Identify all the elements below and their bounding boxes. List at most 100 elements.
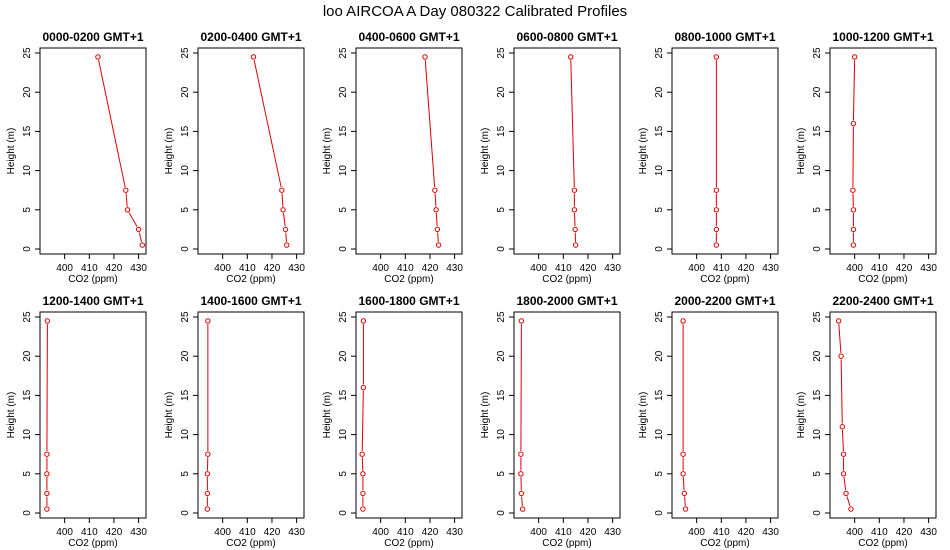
profile-point xyxy=(435,242,442,248)
x-tick-label: 420 xyxy=(264,263,281,274)
y-tick-label: 20 xyxy=(812,86,823,98)
profile-point xyxy=(713,54,720,60)
profile-point xyxy=(713,187,720,193)
plot-frame xyxy=(671,311,779,519)
x-tick-label: 420 xyxy=(738,263,755,274)
y-axis-label: Height (m) xyxy=(322,128,333,175)
x-tick-label: 410 xyxy=(239,527,256,538)
profile-point xyxy=(571,207,578,213)
profile-point xyxy=(434,226,441,233)
y-tick-label: 15 xyxy=(180,125,191,137)
plot-frame xyxy=(355,311,463,519)
y-tick-label: 5 xyxy=(180,471,191,477)
x-tick-label: 430 xyxy=(604,527,621,538)
profile-point xyxy=(850,120,857,127)
x-tick-label: 420 xyxy=(264,527,281,538)
profile-point xyxy=(518,318,525,324)
y-tick-label: 20 xyxy=(22,86,33,98)
x-tick-label: 400 xyxy=(214,527,231,538)
profile-line-segment xyxy=(125,193,128,207)
profile-point xyxy=(848,506,854,512)
profile-line-segment xyxy=(253,59,282,188)
y-tick-label: 25 xyxy=(338,311,349,323)
x-tick-label: 430 xyxy=(920,527,937,538)
x-tick-label: 410 xyxy=(713,263,730,274)
profile-line-segment xyxy=(838,324,842,354)
profile-point xyxy=(250,54,257,60)
profile-point xyxy=(205,318,211,324)
x-tick-label: 430 xyxy=(920,263,937,274)
y-tick-label: 25 xyxy=(338,47,349,59)
profile-point xyxy=(519,506,526,512)
panel-title: 1200-1400 GMT+1 xyxy=(42,294,143,308)
profile-point xyxy=(360,506,366,512)
y-tick-label: 10 xyxy=(180,165,191,177)
y-tick-label: 25 xyxy=(654,47,665,59)
x-tick-label: 420 xyxy=(738,527,755,538)
profile-panel-2: 0200-0400 GMT+1 0 5 10 15 20 25 400 410 420 430 CO2… xyxy=(164,30,305,285)
profile-line-segment xyxy=(570,60,575,188)
profile-point xyxy=(44,451,50,457)
profile-panel-1: 0000-0200 GMT+1 0 5 10 15 20 25 400 410 420 430 CO2… xyxy=(6,30,147,285)
profile-line-segment xyxy=(682,476,685,491)
x-axis-label: CO2 (ppm) xyxy=(68,274,117,285)
x-tick-label: 410 xyxy=(713,527,730,538)
y-tick-label: 0 xyxy=(338,510,349,516)
x-tick-label: 410 xyxy=(81,527,98,538)
y-tick-label: 10 xyxy=(180,429,191,441)
profile-point xyxy=(432,187,438,193)
y-tick-label: 0 xyxy=(812,246,823,252)
y-tick-label: 15 xyxy=(654,125,665,137)
plot-frame xyxy=(513,311,621,519)
x-axis-label: CO2 (ppm) xyxy=(542,274,591,285)
profile-line-segment xyxy=(128,212,138,227)
x-tick-label: 400 xyxy=(530,263,547,274)
profile-panel-9: 1600-1800 GMT+1 0 5 10 15 20 25 400 410 420 430 CO2… xyxy=(322,294,463,549)
profile-point xyxy=(850,207,857,213)
y-tick-label: 25 xyxy=(180,311,191,323)
y-tick-label: 15 xyxy=(22,125,33,137)
x-axis-label: CO2 (ppm) xyxy=(384,538,433,549)
profile-point xyxy=(139,242,146,248)
plot-frame xyxy=(39,47,147,255)
profile-line-segment xyxy=(424,60,436,188)
profile-point xyxy=(518,451,524,457)
y-tick-label: 0 xyxy=(496,510,507,516)
profile-point xyxy=(840,471,847,477)
y-tick-label: 15 xyxy=(338,125,349,137)
profile-line-segment xyxy=(684,496,686,506)
y-tick-label: 10 xyxy=(654,165,665,177)
x-tick-label: 400 xyxy=(372,527,389,538)
figure-title: loo AIRCOA A Day 080322 Calibrated Profi… xyxy=(323,3,627,20)
profile-point xyxy=(205,451,211,457)
y-tick-label: 0 xyxy=(654,510,665,516)
y-tick-label: 5 xyxy=(496,207,507,213)
profile-point xyxy=(518,490,525,497)
profile-point xyxy=(572,226,578,233)
profile-point xyxy=(204,471,211,477)
profile-point xyxy=(850,242,857,248)
x-tick-label: 400 xyxy=(56,527,73,538)
profile-line-segment xyxy=(521,496,523,506)
profile-point xyxy=(713,226,720,233)
profile-panel-5: 0800-1000 GMT+1 0 5 10 15 20 25 400 410 420 430 CO2… xyxy=(638,30,779,285)
profile-point xyxy=(433,207,439,213)
x-axis-label: CO2 (ppm) xyxy=(68,538,117,549)
x-tick-label: 410 xyxy=(555,527,572,538)
profile-point xyxy=(280,207,286,213)
x-tick-label: 430 xyxy=(130,527,147,538)
x-tick-label: 410 xyxy=(239,263,256,274)
panel-title: 0200-0400 GMT+1 xyxy=(200,30,301,44)
y-tick-label: 10 xyxy=(338,429,349,441)
x-axis-label: CO2 (ppm) xyxy=(226,274,275,285)
profile-line-segment xyxy=(843,476,847,491)
profile-point xyxy=(282,226,289,233)
y-tick-label: 20 xyxy=(180,350,191,362)
profile-point xyxy=(571,187,578,193)
y-tick-label: 0 xyxy=(180,246,191,252)
y-tick-label: 5 xyxy=(180,207,191,213)
y-tick-label: 10 xyxy=(22,165,33,177)
panel-title: 0400-0600 GMT+1 xyxy=(358,30,459,44)
